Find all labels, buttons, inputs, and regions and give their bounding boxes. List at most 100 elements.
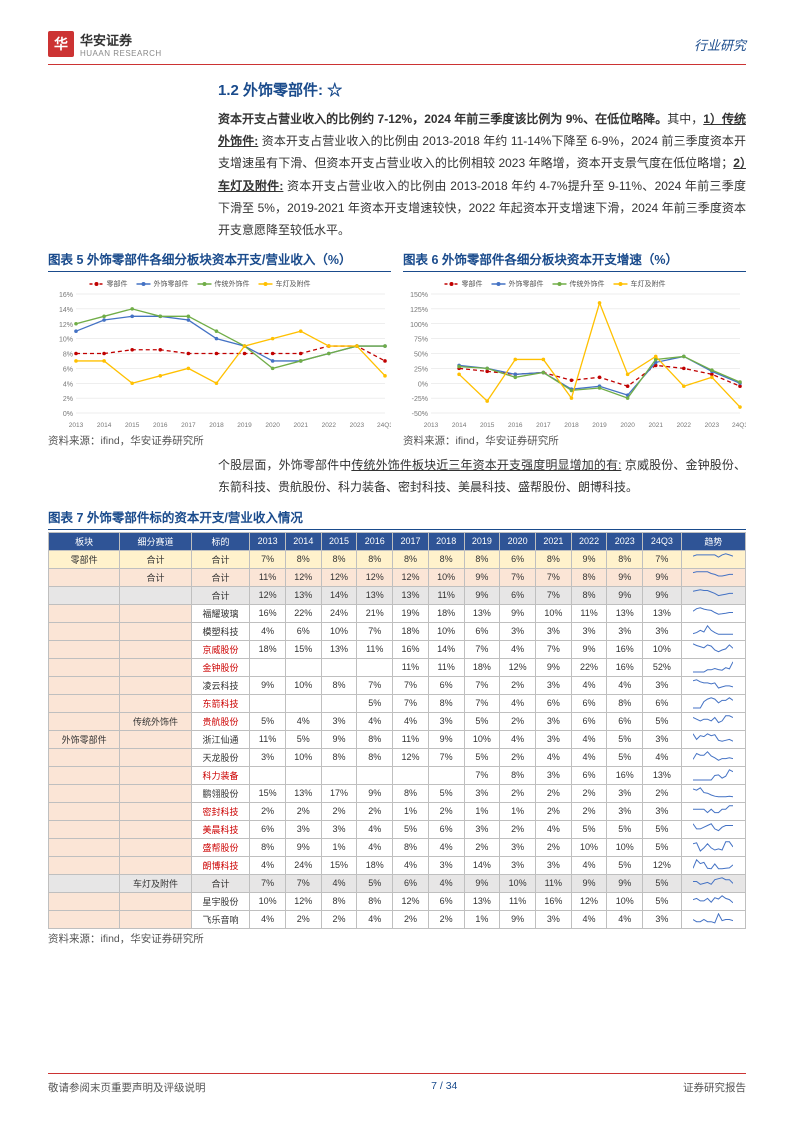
table-cell: 5%	[464, 748, 500, 766]
table-cell: 11%	[393, 658, 429, 676]
table-cell	[321, 658, 357, 676]
table-cell: 7%	[428, 748, 464, 766]
table-cell: 4%	[357, 820, 393, 838]
table-cell: 9%	[250, 676, 286, 694]
table-cell	[49, 874, 120, 892]
table-cell: 2%	[464, 838, 500, 856]
table-cell: 11%	[571, 604, 607, 622]
chart5: 零部件外饰零部件传统外饰件车灯及附件0%2%4%6%8%10%12%14%16%…	[48, 276, 391, 431]
svg-text:0%: 0%	[63, 411, 73, 418]
chart6-title: 图表 6 外饰零部件各细分板块资本开支增速（%）	[403, 249, 746, 272]
svg-text:2017: 2017	[536, 422, 551, 429]
table-cell: 合计	[191, 550, 250, 568]
table-cell: 13%	[643, 766, 682, 784]
table-cell: 10%	[500, 874, 536, 892]
table-cell: 车灯及附件	[120, 874, 191, 892]
table-cell: 11%	[428, 658, 464, 676]
table-cell: 7%	[393, 676, 429, 694]
table-cell: 4%	[357, 712, 393, 730]
table-cell: 12%	[285, 568, 321, 586]
table-cell: 8%	[321, 676, 357, 694]
table-cell: 东箭科技	[191, 694, 250, 712]
table-cell: 1%	[464, 910, 500, 928]
table-cell: 8%	[607, 694, 643, 712]
table-cell: 16%	[250, 604, 286, 622]
table-cell	[49, 892, 120, 910]
table-cell: 6%	[643, 694, 682, 712]
table-cell: 15%	[285, 640, 321, 658]
table-cell: 3%	[428, 856, 464, 874]
table-cell: 2%	[393, 910, 429, 928]
table-cell: 2%	[500, 712, 536, 730]
svg-text:8%: 8%	[63, 352, 73, 359]
table-cell: 11%	[250, 568, 286, 586]
table-cell	[120, 622, 191, 640]
table-cell: 4%	[571, 676, 607, 694]
paragraph-2: 个股层面，外饰零部件中传统外饰件板块近三年资本开支强度明显增加的有: 京威股份、…	[218, 454, 746, 498]
table-row: 传统外饰件贵航股份5%4%3%4%4%3%5%2%3%6%6%5%	[49, 712, 746, 730]
table-cell	[49, 622, 120, 640]
svg-text:2015: 2015	[480, 422, 495, 429]
table-cell: 2%	[571, 784, 607, 802]
table-cell: 11%	[250, 730, 286, 748]
trend-cell	[681, 568, 745, 586]
table-cell: 9%	[607, 586, 643, 604]
table-header: 2020	[500, 532, 536, 550]
table-cell: 21%	[357, 604, 393, 622]
svg-text:0%: 0%	[418, 381, 428, 388]
table-cell: 3%	[428, 712, 464, 730]
svg-text:125%: 125%	[410, 307, 428, 314]
table-cell: 8%	[571, 586, 607, 604]
trend-cell	[681, 640, 745, 658]
table-cell: 13%	[464, 604, 500, 622]
table-cell: 3%	[643, 622, 682, 640]
svg-text:零部件: 零部件	[462, 279, 483, 288]
table-cell: 11%	[535, 874, 571, 892]
table-cell	[49, 802, 120, 820]
svg-text:2021: 2021	[648, 422, 663, 429]
table-cell: 8%	[393, 784, 429, 802]
table-cell: 13%	[393, 586, 429, 604]
table-cell: 6%	[571, 712, 607, 730]
table-cell: 5%	[357, 874, 393, 892]
table-cell: 10%	[607, 892, 643, 910]
table-cell: 9%	[643, 568, 682, 586]
svg-text:2016: 2016	[508, 422, 523, 429]
table-cell: 9%	[464, 568, 500, 586]
table-cell: 4%	[571, 730, 607, 748]
table-cell: 13%	[285, 586, 321, 604]
table-cell: 8%	[464, 550, 500, 568]
table-cell: 16%	[607, 658, 643, 676]
table-header: 2014	[285, 532, 321, 550]
table-cell: 8%	[250, 838, 286, 856]
table-cell	[49, 910, 120, 928]
table-cell: 8%	[571, 568, 607, 586]
table-cell: 天龙股份	[191, 748, 250, 766]
table-cell: 7%	[464, 766, 500, 784]
svg-text:12%: 12%	[59, 322, 73, 329]
svg-text:车灯及附件: 车灯及附件	[631, 279, 666, 288]
logo-icon: 华	[48, 31, 74, 57]
table-cell: 2%	[571, 802, 607, 820]
para1-p2: 资本开支占营业收入的比例由 2013-2018 年约 4-7%提升至 9-11%…	[218, 179, 746, 237]
table-cell: 9%	[357, 784, 393, 802]
svg-text:10%: 10%	[59, 337, 73, 344]
table-cell: 3%	[607, 622, 643, 640]
table-row: 金钟股份11%11%18%12%9%22%16%52%	[49, 658, 746, 676]
brand-en: HUAAN RESEARCH	[80, 49, 162, 58]
table-cell: 3%	[535, 766, 571, 784]
table-cell: 贵航股份	[191, 712, 250, 730]
para2-ul: 传统外饰件板块近三年资本开支强度明显增加的有:	[351, 458, 621, 472]
trend-cell	[681, 622, 745, 640]
table-cell: 6%	[500, 586, 536, 604]
table-cell: 鹏翎股份	[191, 784, 250, 802]
table-cell	[49, 838, 120, 856]
table-cell: 5%	[393, 820, 429, 838]
table-cell: 6%	[607, 712, 643, 730]
table-cell: 2%	[643, 784, 682, 802]
svg-text:外饰零部件: 外饰零部件	[154, 279, 189, 288]
table-cell: 9%	[428, 730, 464, 748]
svg-text:50%: 50%	[414, 352, 428, 359]
table-cell: 6%	[428, 820, 464, 838]
table-cell: 2%	[428, 802, 464, 820]
